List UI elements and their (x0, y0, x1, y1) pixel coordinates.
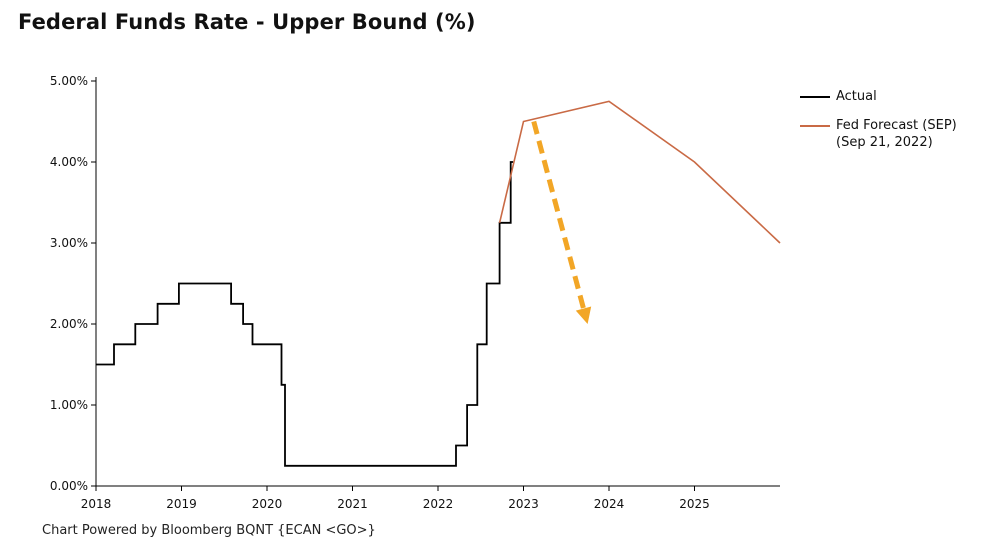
y-tick-label: 3.00% (50, 236, 88, 250)
y-tick-label: 0.00% (50, 479, 88, 493)
x-tick-label: 2019 (166, 497, 197, 511)
legend-item-actual: Actual (800, 88, 957, 105)
legend-swatch-forecast (800, 125, 830, 127)
series-forecast-line (498, 100, 781, 244)
legend-item-forecast: Fed Forecast (SEP) (Sep 21, 2022) (800, 117, 957, 151)
legend-label-actual: Actual (836, 89, 877, 104)
x-tick-label: 2018 (81, 497, 112, 511)
legend-label-forecast-date: (Sep 21, 2022) (836, 135, 933, 150)
x-tick-label: 2023 (508, 497, 539, 511)
x-tick-label: 2021 (337, 497, 368, 511)
annotation-arrow-shaft (531, 120, 586, 310)
y-tick-label: 1.00% (50, 398, 88, 412)
chart-footer: Chart Powered by Bloomberg BQNT {ECAN <G… (42, 523, 376, 538)
chart-title: Federal Funds Rate - Upper Bound (%) (18, 10, 476, 34)
chart-axes: 0.00% 1.00% 2.00% 3.00% 4.00% 5.00% 2018 2019 20… (50, 74, 780, 511)
x-tick-label: 2020 (252, 497, 283, 511)
x-tick-label: 2024 (594, 497, 625, 511)
y-tick-label: 4.00% (50, 155, 88, 169)
annotation-layer (531, 120, 592, 324)
legend-label-forecast: Fed Forecast (SEP) (836, 118, 957, 133)
series-layer (96, 100, 781, 467)
y-tick-label: 2.00% (50, 317, 88, 331)
x-tick-label: 2022 (423, 497, 454, 511)
y-tick-label: 5.00% (50, 74, 88, 88)
series-actual-line (96, 161, 514, 467)
annotation-arrow-head (575, 306, 592, 324)
legend-swatch-actual (800, 96, 830, 98)
x-tick-label: 2025 (679, 497, 710, 511)
chart-legend: Actual Fed Forecast (SEP) (Sep 21, 2022) (800, 88, 957, 163)
